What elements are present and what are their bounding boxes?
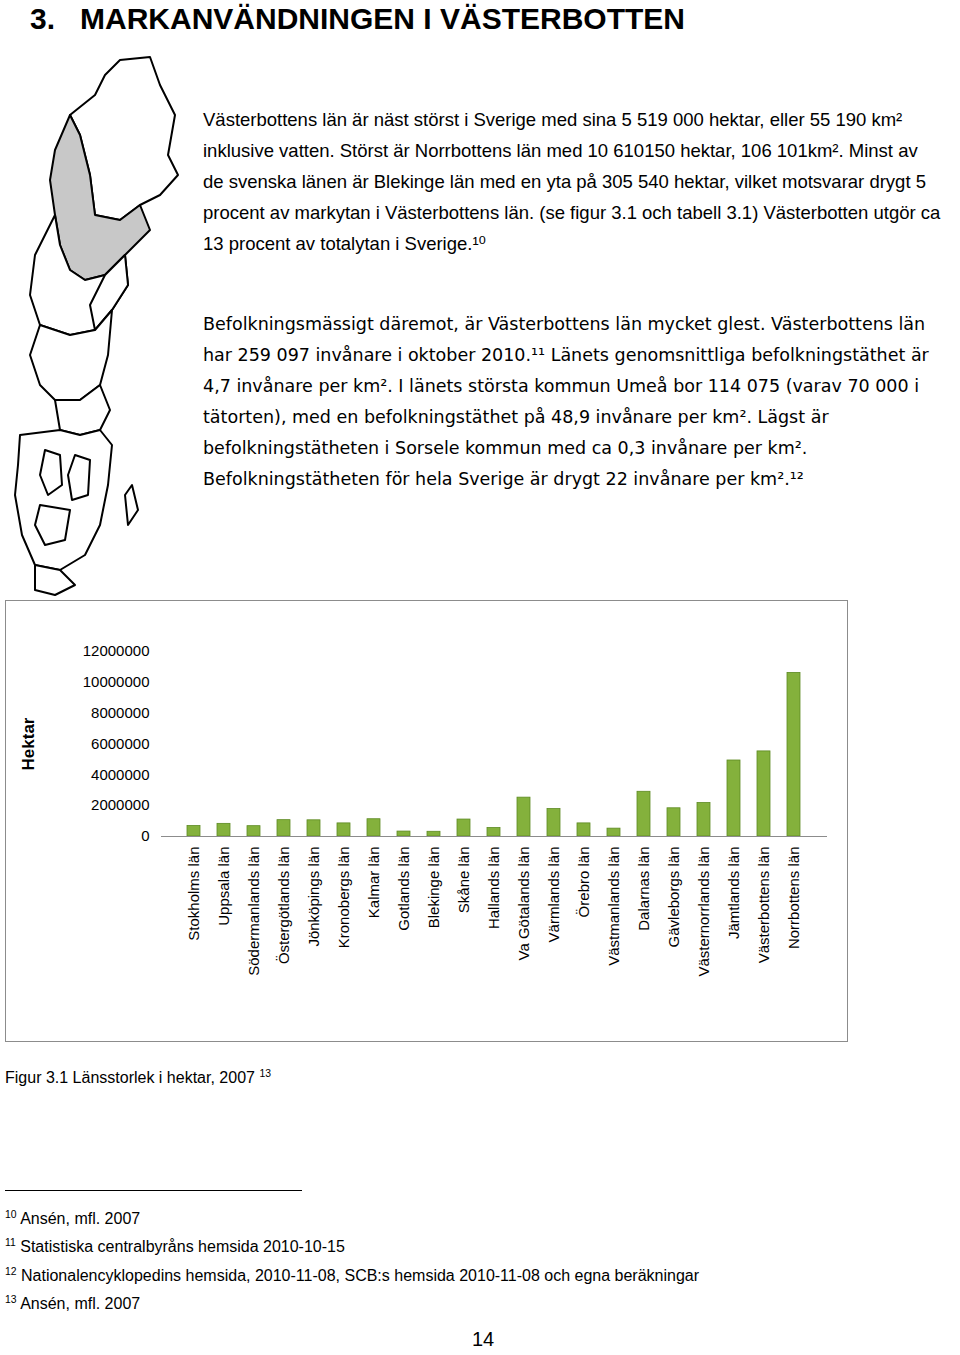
html-text:13: 13 [259, 1068, 271, 1079]
html-text:Figur 3.1 Länsstorlek i hektar: Figur 3.1 Länsstorlek i hektar, 2007 [5, 1069, 260, 1087]
svg-text:Stokholms län: Stokholms län [185, 847, 202, 941]
svg-text:Kronobergs län: Kronobergs län [335, 847, 352, 949]
svg-text:10000000: 10000000 [83, 673, 150, 690]
svg-text:Va Götalands län: Va Götalands län [515, 847, 532, 961]
svg-text:Södermanlands län: Södermanlands län [245, 847, 262, 976]
svg-text:Skåne län: Skåne län [455, 847, 472, 914]
svg-text:Norrbottens län: Norrbottens län [785, 847, 802, 950]
html-text:Befolkningsmässigt däremot, är: Befolkningsmässigt däremot, är Västerbot… [203, 314, 929, 489]
svg-text:6000000: 6000000 [91, 735, 149, 752]
svg-text:Kalmar län: Kalmar län [365, 847, 382, 919]
html-text:10Ansén, mfl. 2007: 10Ansén, mfl. 2007 [5, 1209, 141, 1228]
svg-text:Jönköpings län: Jönköpings län [305, 847, 322, 947]
svg-text:Gotlands län: Gotlands län [395, 847, 412, 931]
html-text:11Statistiska centralbyråns he: 11Statistiska centralbyråns hemsida 2010… [5, 1237, 345, 1256]
svg-text:Västerbottens län: Västerbottens län [755, 847, 772, 964]
svg-text:Uppsala län: Uppsala län [215, 847, 232, 926]
svg-text:Dalarnas län: Dalarnas län [635, 847, 652, 931]
svg-text:Värmlands län: Värmlands län [545, 847, 562, 943]
svg-text:Västernorrlands län: Västernorrlands län [695, 847, 712, 977]
html-text:12Nationalencyklopedins hemsid: 12Nationalencyklopedins hemsida, 2010-11… [5, 1265, 700, 1284]
svg-text:2000000: 2000000 [91, 796, 149, 813]
svg-text:0: 0 [141, 827, 149, 844]
svg-text:4000000: 4000000 [91, 766, 149, 783]
html-text:14: 14 [471, 1328, 495, 1350]
svg-text:8000000: 8000000 [91, 704, 149, 721]
svg-text:Örebro län: Örebro län [575, 847, 592, 918]
svg-text:Hektar: Hektar [19, 717, 38, 770]
svg-text:Hallands län: Hallands län [485, 847, 502, 930]
html-text:Västerbottens län är näst stör: Västerbottens län är näst störst i Sveri… [203, 109, 941, 254]
svg-text:Östergötlands län: Östergötlands län [275, 847, 292, 965]
svg-text:Västmanlands län: Västmanlands län [605, 847, 622, 966]
svg-text:12000000: 12000000 [83, 642, 150, 659]
html-text:3. MARKANVÄNDNINGEN I VÄSTERBO: 3. MARKANVÄNDNINGEN I VÄSTERBOTTEN [30, 2, 685, 35]
svg-text:Gävleborgs län: Gävleborgs län [665, 847, 682, 948]
svg-text:Jämtlands län: Jämtlands län [725, 847, 742, 940]
html-text:13Ansén, mfl. 2007: 13Ansén, mfl. 2007 [5, 1294, 141, 1313]
svg-text:Blekinge län: Blekinge län [425, 847, 442, 929]
